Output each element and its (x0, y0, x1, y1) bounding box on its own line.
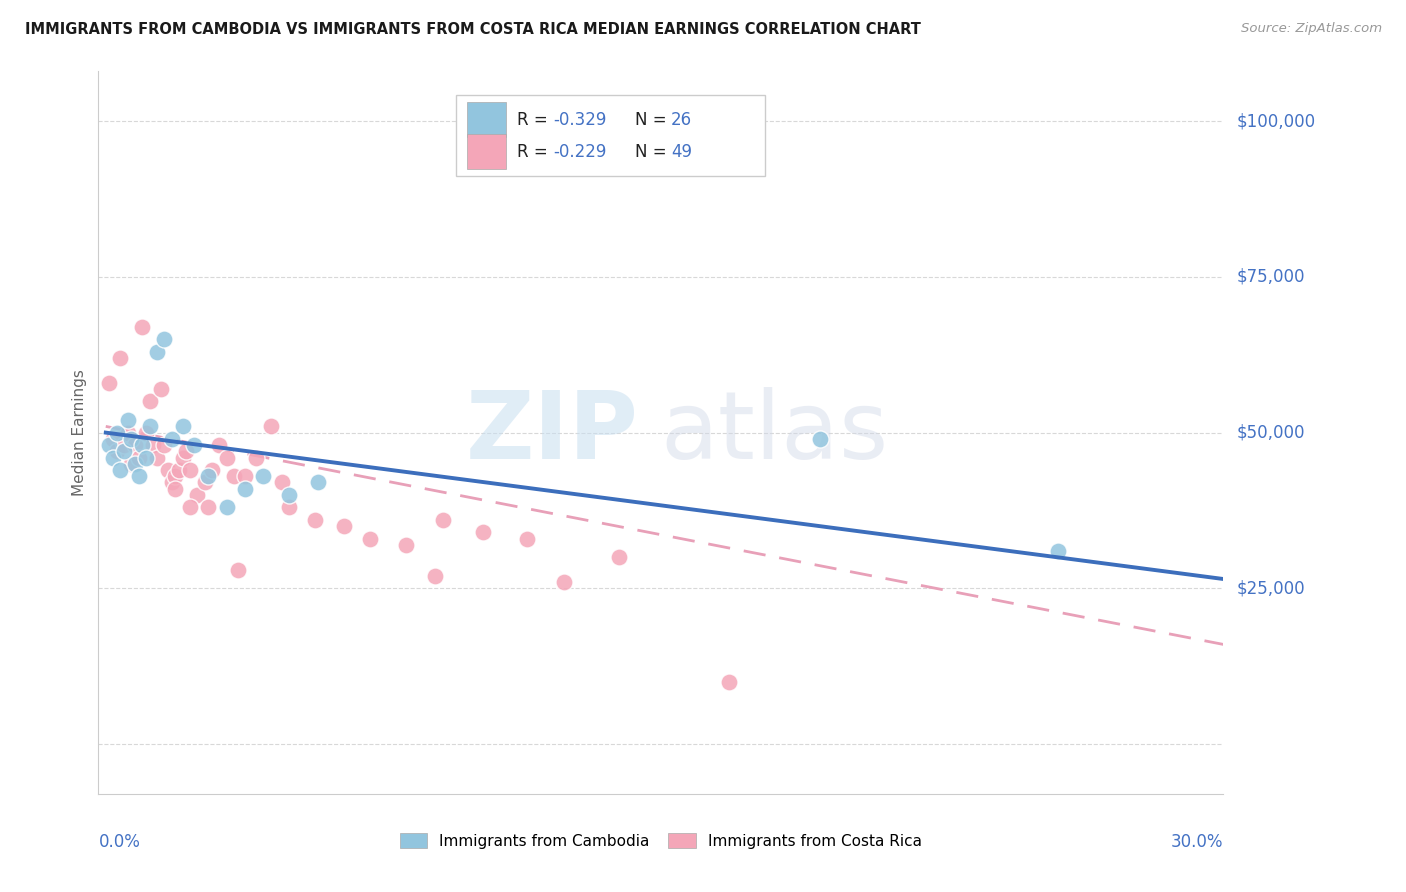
Point (146, 450, 169, 465)
Point (333, 519, 356, 533)
Point (395, 538, 418, 552)
Point (153, 438, 176, 452)
Point (278, 488, 301, 502)
Point (110, 351, 132, 365)
Text: atlas: atlas (661, 386, 889, 479)
Text: $100,000: $100,000 (1237, 112, 1316, 130)
Point (120, 457, 142, 471)
Text: IMMIGRANTS FROM CAMBODIA VS IMMIGRANTS FROM COSTA RICA MEDIAN EARNINGS CORRELATI: IMMIGRANTS FROM CAMBODIA VS IMMIGRANTS F… (25, 22, 921, 37)
Point (98, 438, 121, 452)
Text: $50,000: $50,000 (1237, 424, 1306, 442)
Point (110, 463, 132, 477)
Text: N =: N = (636, 111, 672, 128)
Bar (467, 103, 506, 137)
Point (432, 513, 454, 527)
Point (183, 438, 205, 452)
Point (117, 413, 139, 427)
Text: R =: R = (517, 111, 553, 128)
Point (208, 438, 231, 452)
Point (245, 450, 267, 465)
Text: $25,000: $25,000 (1237, 579, 1306, 598)
Point (112, 438, 135, 452)
Point (270, 475, 292, 490)
Point (179, 463, 201, 477)
Point (149, 382, 172, 396)
Point (304, 513, 326, 527)
Point (359, 532, 381, 546)
Point (215, 500, 238, 515)
Point (472, 525, 495, 540)
Point (307, 475, 329, 490)
Point (135, 450, 157, 465)
Point (165, 482, 187, 496)
Point (233, 469, 256, 483)
Point (160, 475, 183, 490)
Point (252, 469, 274, 483)
Text: -0.229: -0.229 (553, 143, 606, 161)
Point (808, 432, 831, 446)
Point (142, 438, 165, 452)
Text: 0.0%: 0.0% (98, 833, 141, 851)
Point (101, 432, 124, 446)
Point (215, 450, 238, 465)
Point (425, 569, 447, 583)
Point (153, 332, 176, 346)
Y-axis label: Median Earnings: Median Earnings (72, 369, 87, 496)
Point (131, 438, 153, 452)
Point (226, 563, 249, 577)
Point (101, 450, 124, 465)
Point (172, 419, 194, 434)
Point (197, 500, 219, 515)
Point (233, 482, 256, 496)
Point (124, 457, 146, 471)
Point (98, 376, 121, 390)
Point (179, 500, 201, 515)
Point (222, 469, 245, 483)
Point (717, 674, 740, 689)
Point (128, 450, 150, 465)
Point (146, 344, 169, 359)
Point (176, 444, 198, 458)
Point (259, 419, 281, 434)
Point (201, 463, 224, 477)
Point (516, 532, 538, 546)
Point (172, 450, 194, 465)
Point (138, 394, 160, 409)
Point (1047, 544, 1070, 558)
Text: 26: 26 (671, 111, 692, 128)
Point (135, 425, 157, 440)
Point (124, 438, 146, 452)
Point (105, 444, 128, 458)
Point (607, 550, 630, 565)
Point (186, 488, 208, 502)
Text: ZIP: ZIP (465, 386, 638, 479)
Point (194, 475, 217, 490)
Point (128, 469, 150, 483)
Text: $75,000: $75,000 (1237, 268, 1306, 286)
Point (120, 432, 142, 446)
Text: 49: 49 (671, 143, 692, 161)
Point (197, 469, 219, 483)
Point (157, 463, 180, 477)
Legend: Immigrants from Cambodia, Immigrants from Costa Rica: Immigrants from Cambodia, Immigrants fro… (394, 827, 928, 855)
FancyBboxPatch shape (456, 95, 765, 176)
Text: 30.0%: 30.0% (1171, 833, 1223, 851)
Point (167, 463, 190, 477)
Text: N =: N = (636, 143, 672, 161)
Point (138, 419, 160, 434)
Point (160, 432, 183, 446)
Point (165, 469, 187, 483)
Point (117, 425, 139, 440)
Text: Source: ZipAtlas.com: Source: ZipAtlas.com (1241, 22, 1382, 36)
Point (553, 575, 575, 590)
Text: R =: R = (517, 143, 553, 161)
Point (112, 444, 135, 458)
Point (278, 500, 301, 515)
Point (131, 319, 153, 334)
Point (105, 425, 128, 440)
Text: -0.329: -0.329 (553, 111, 606, 128)
Bar (467, 134, 506, 169)
